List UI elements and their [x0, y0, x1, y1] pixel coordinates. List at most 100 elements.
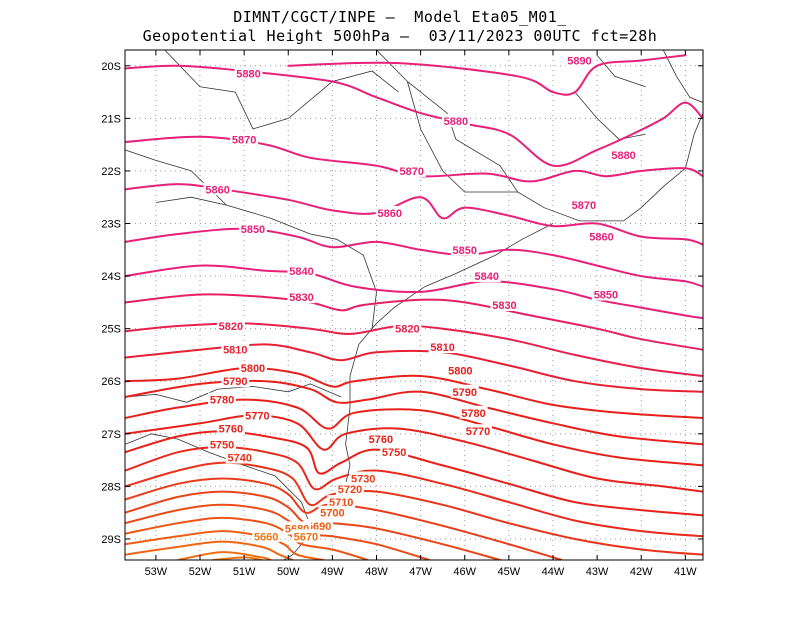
axis-ticks: 53W 52W 51W 50W 49W 48W 47W 46W 45W 44W 43W 42W 41W 2…	[101, 50, 703, 578]
contour-label: 5720	[338, 484, 362, 496]
contour-label: 5810	[430, 342, 454, 354]
contour-line-5840	[125, 264, 703, 320]
contour-label: 5800	[241, 363, 265, 375]
contour-label-bg	[305, 518, 334, 532]
contour-label-bg	[287, 263, 316, 277]
contour-line-5670	[176, 551, 272, 560]
contour-label-bg	[216, 421, 245, 435]
lon-tick-label: 52W	[189, 566, 212, 578]
contour-label-bg	[327, 495, 356, 509]
contour-label-bg	[463, 424, 492, 438]
contour-label-bg	[450, 384, 479, 398]
contour-label: 5770	[245, 410, 269, 422]
lat-tick-label: 27S	[101, 429, 121, 441]
contour-label: 5760	[219, 424, 243, 436]
coastline-segment	[662, 50, 703, 103]
contour-label: 5840	[475, 271, 499, 283]
lon-tick-label: 50W	[277, 566, 300, 578]
contour-line-5680	[125, 540, 294, 560]
contour-label: 5850	[594, 289, 618, 301]
contour-label-bg	[450, 242, 479, 256]
coastline-segment	[125, 383, 342, 403]
contour-line-5710	[125, 503, 431, 560]
lat-tick-label: 21S	[101, 113, 121, 125]
contour-label: 5810	[223, 345, 247, 357]
contour-label: 5780	[210, 395, 234, 407]
coastline-segment	[596, 55, 646, 88]
contour-label: 5890	[567, 56, 591, 68]
contour-label-bg	[238, 361, 267, 375]
contour-label-bg	[380, 445, 409, 459]
contour-label-bg	[569, 198, 598, 212]
contour-label: 5830	[289, 292, 313, 304]
contour-label: 5750	[382, 447, 406, 459]
contour-line-5870	[125, 135, 703, 183]
lat-tick-label: 26S	[101, 376, 121, 388]
contour-label: 5850	[241, 224, 265, 236]
contour-label-bg	[216, 319, 245, 333]
contour-label: 5820	[219, 321, 243, 333]
lat-tick-label: 24S	[101, 271, 121, 283]
contour-label-bg	[230, 132, 259, 146]
contour-label: 5790	[223, 376, 247, 388]
contour-label: 5750	[210, 439, 234, 451]
contour-label-bg	[336, 482, 365, 496]
contour-label-bg	[490, 298, 519, 311]
contour-label: 5870	[572, 200, 596, 212]
lon-tick-label: 51W	[233, 566, 256, 578]
contour-label: 5860	[377, 208, 401, 220]
contour-label-bg	[287, 290, 316, 304]
lon-tick-label: 47W	[409, 566, 432, 578]
lat-tick-label: 29S	[101, 534, 121, 546]
contour-label-bg	[208, 392, 237, 406]
contour-line-5830	[125, 293, 703, 351]
coastline-segment	[407, 81, 518, 193]
lat-tick-label: 20S	[101, 61, 121, 73]
plot-area	[125, 50, 703, 560]
contour-line-5800	[125, 366, 703, 419]
contour-label: 5660	[254, 531, 278, 543]
contour-label-bg	[587, 229, 616, 243]
contour-label: 5770	[466, 426, 490, 438]
contour-label-bg	[428, 340, 457, 354]
contour-label-bg	[243, 408, 272, 422]
contour-line-5720	[125, 490, 501, 560]
contour-label-bg	[446, 363, 475, 377]
contour-label: 5870	[232, 134, 256, 146]
map-title-line-2: Geopotential Height 500hPa – 03/11/2023 …	[142, 27, 658, 45]
contour-label-bg	[238, 221, 267, 235]
lat-tick-label: 22S	[101, 166, 121, 178]
contour-label-bg	[208, 437, 237, 451]
contour-label-bg	[441, 113, 470, 127]
contour-label: 5670	[294, 531, 318, 543]
contour-label-bg	[609, 148, 638, 162]
contour-label: 5840	[289, 266, 313, 278]
contour-label-bg	[291, 529, 320, 543]
contour-label-bg	[318, 505, 347, 519]
contour-label: 5880	[444, 116, 468, 128]
contour-line-5860	[125, 183, 703, 246]
contour-label: 5800	[448, 366, 472, 378]
contour-label: 5740	[227, 452, 251, 464]
contour-label-bg	[203, 182, 232, 196]
contour-label: 5790	[452, 387, 476, 399]
contour-label: 5880	[236, 69, 260, 81]
contour-label: 5860	[589, 232, 613, 244]
contour-line-5730	[125, 477, 563, 560]
lat-tick-label: 25S	[101, 324, 121, 336]
contour-label: 5820	[395, 324, 419, 336]
contour-label-bg	[397, 163, 426, 177]
coastline-segment	[155, 196, 377, 329]
lat-tick-label: 28S	[101, 481, 121, 493]
contour-label: 5870	[400, 166, 424, 178]
contour-label-bg	[393, 321, 422, 335]
contour-label-bg	[459, 405, 488, 419]
contour-label-bg	[252, 529, 281, 543]
lat-tick-label: 23S	[101, 219, 121, 231]
lon-tick-label: 44W	[542, 566, 565, 578]
lon-tick-label: 41W	[674, 566, 697, 578]
contour-label-bg	[375, 205, 404, 219]
plot-frame	[124, 49, 704, 561]
contour-label: 5830	[492, 300, 516, 312]
